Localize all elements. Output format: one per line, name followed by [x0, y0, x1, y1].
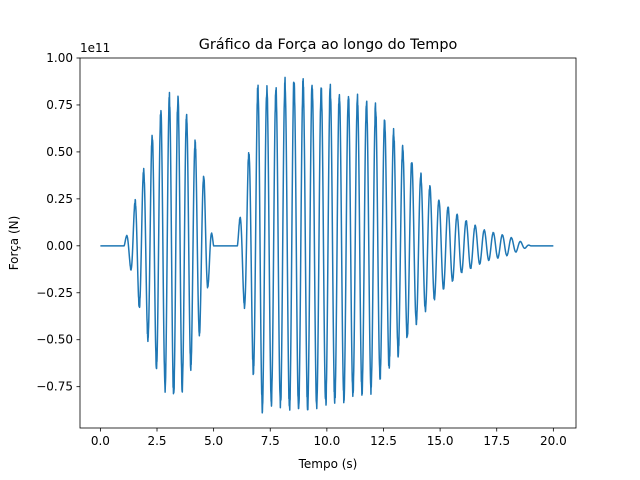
plot-area: [100, 76, 554, 414]
x-tick-label: 0.0: [91, 434, 110, 448]
y-tick-label: 0.75: [46, 98, 73, 112]
y-axis-ticks: −0.75 −0.50 −0.25 0.00 0.25 0.50 0.75 1.00: [36, 51, 80, 394]
x-tick-label: 17.5: [483, 434, 510, 448]
y-offset-label: 1e11: [80, 41, 110, 55]
y-tick-label: 0.00: [46, 239, 73, 253]
x-axis-title: Tempo (s): [298, 457, 358, 471]
x-tick-label: 5.0: [204, 434, 223, 448]
y-tick-label: −0.25: [36, 286, 73, 300]
y-tick-label: 0.25: [46, 192, 73, 206]
chart-title: Gráfico da Força ao longo do Tempo: [199, 37, 458, 53]
x-tick-label: 2.5: [147, 434, 166, 448]
x-tick-label: 7.5: [261, 434, 280, 448]
x-axis-ticks: 0.0 2.5 5.0 7.5 10.0 12.5 15.0 17.5 20.0: [91, 428, 567, 448]
y-tick-label: 0.50: [46, 145, 73, 159]
x-tick-label: 10.0: [314, 434, 341, 448]
y-tick-label: −0.50: [36, 333, 73, 347]
axes-frame: [79, 57, 577, 429]
x-tick-label: 15.0: [427, 434, 454, 448]
y-axis-title: Força (N): [7, 216, 21, 271]
y-tick-label: −0.75: [36, 380, 73, 394]
x-tick-label: 20.0: [540, 434, 567, 448]
y-tick-label: 1.00: [46, 51, 73, 65]
series-line-force: [100, 76, 554, 414]
x-tick-label: 12.5: [370, 434, 397, 448]
